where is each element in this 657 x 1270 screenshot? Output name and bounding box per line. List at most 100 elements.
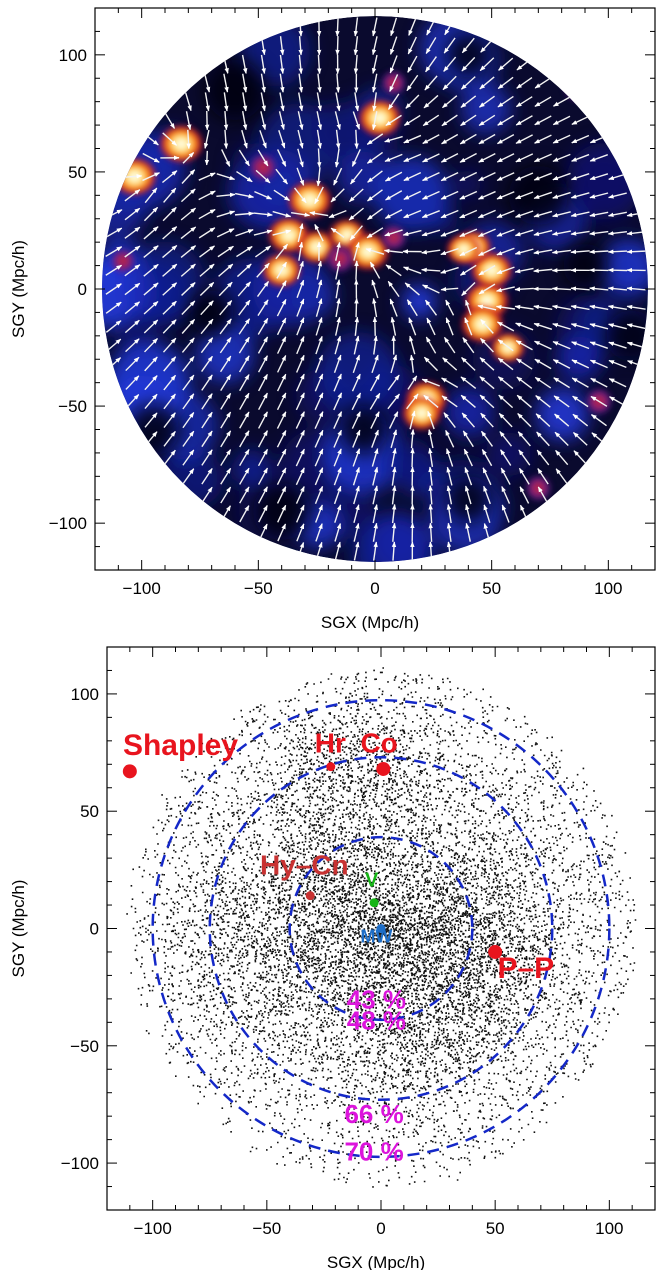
velocity-arrow — [316, 260, 323, 280]
velocity-arrow — [371, 448, 379, 467]
velocity-arrow — [440, 266, 459, 274]
velocity-arrow — [391, 466, 397, 486]
velocity-arrow — [626, 249, 646, 254]
velocity-arrow — [403, 172, 422, 182]
velocity-arrow — [570, 211, 590, 218]
velocity-arrow — [333, 373, 342, 392]
percent-label: 43 % — [347, 984, 406, 1014]
velocity-arrow — [371, 279, 379, 299]
x-tick-label: 0 — [370, 579, 379, 598]
velocity-arrow — [333, 411, 343, 429]
top-y-axis-label: SGY (Mpc/h) — [9, 240, 28, 338]
velocity-arrow — [552, 211, 571, 218]
velocity-arrow — [239, 505, 250, 523]
structure-label: Hr — [315, 728, 346, 759]
velocity-arrow — [461, 281, 476, 297]
velocity-arrow — [590, 377, 608, 388]
velocity-arrow — [162, 132, 178, 146]
velocity-arrow — [459, 152, 477, 163]
velocity-arrow — [424, 299, 438, 316]
velocity-arrow — [353, 241, 360, 261]
velocity-arrow — [275, 243, 289, 260]
velocity-arrow — [460, 76, 476, 90]
velocity-arrow — [498, 394, 514, 409]
velocity-arrow — [276, 448, 287, 467]
velocity-arrow — [181, 300, 196, 315]
velocity-arrow — [316, 111, 323, 131]
velocity-arrow — [348, 188, 364, 203]
top-axes: −100 −50 0 50 100 −100 −50 0 50 100 — [49, 7, 656, 598]
velocity-arrow — [124, 207, 141, 221]
bottom-y-axis-label: SGY (Mpc/h) — [9, 880, 28, 978]
velocity-arrow — [515, 96, 533, 108]
velocity-arrow — [241, 54, 248, 74]
velocity-arrow — [459, 190, 478, 200]
velocity-arrow — [257, 467, 269, 485]
velocity-arrow — [198, 172, 216, 181]
velocity-arrow — [533, 172, 552, 181]
velocity-arrow — [498, 412, 513, 428]
velocity-arrow — [182, 356, 195, 372]
velocity-arrow — [309, 211, 329, 217]
velocity-arrow — [298, 92, 304, 112]
velocity-arrow — [533, 153, 552, 163]
velocity-arrow — [354, 260, 359, 280]
velocity-arrow — [217, 245, 234, 258]
velocity-arrow — [608, 192, 627, 199]
velocity-arrow — [607, 249, 628, 254]
velocity-arrow — [390, 316, 397, 336]
velocity-arrow — [204, 73, 211, 93]
density-blob — [374, 156, 449, 232]
velocity-arrow — [143, 282, 159, 296]
velocity-arrow — [552, 153, 571, 163]
velocity-arrow — [478, 283, 496, 295]
velocity-arrow — [351, 373, 361, 392]
velocity-arrow — [199, 245, 215, 258]
velocity-arrow — [496, 172, 515, 182]
velocity-arrow — [295, 486, 305, 504]
velocity-arrow — [200, 337, 214, 354]
velocity-arrow — [295, 411, 305, 429]
density-blob — [386, 439, 436, 489]
velocity-arrow — [276, 280, 287, 298]
velocity-arrow — [589, 286, 609, 291]
velocity-arrow — [421, 190, 440, 200]
velocity-arrow — [425, 56, 437, 73]
hotspot — [286, 180, 333, 221]
velocity-arrow — [255, 169, 271, 184]
velocity-arrow — [589, 173, 609, 181]
velocity-arrow — [278, 111, 285, 131]
velocity-arrow — [218, 263, 234, 277]
velocity-arrow — [497, 357, 514, 371]
velocity-arrow — [440, 228, 459, 237]
velocity-arrow — [391, 447, 397, 467]
velocity-arrow — [422, 153, 440, 163]
velocity-arrow — [607, 304, 627, 311]
velocity-arrow — [462, 337, 475, 354]
velocity-arrow — [479, 357, 495, 371]
velocity-arrow — [239, 374, 250, 392]
velocity-arrow — [459, 228, 478, 238]
velocity-arrow — [425, 37, 437, 54]
velocity-arrow — [314, 223, 324, 242]
velocity-arrow — [257, 411, 269, 429]
y-tick-label: −50 — [58, 397, 87, 416]
velocity-arrow — [330, 227, 345, 238]
velocity-arrow — [335, 92, 341, 112]
velocity-arrow — [552, 96, 571, 107]
density-blob — [599, 239, 648, 297]
velocity-arrow — [163, 393, 176, 410]
structure-label: Co — [360, 728, 397, 759]
hotspot — [357, 98, 403, 138]
structure-marker — [376, 924, 386, 933]
structure-label: V — [365, 869, 379, 891]
velocity-arrow — [143, 263, 159, 277]
velocity-arrow — [477, 190, 496, 200]
bottom-axes: −100 −50 0 50 100 −100 −50 0 50 100 — [61, 646, 656, 1238]
velocity-arrow — [257, 149, 269, 167]
velocity-arrow — [366, 151, 384, 164]
velocity-arrow — [333, 485, 342, 505]
velocity-arrow — [162, 337, 177, 353]
density-blob — [196, 325, 255, 384]
velocity-arrow — [459, 133, 477, 145]
